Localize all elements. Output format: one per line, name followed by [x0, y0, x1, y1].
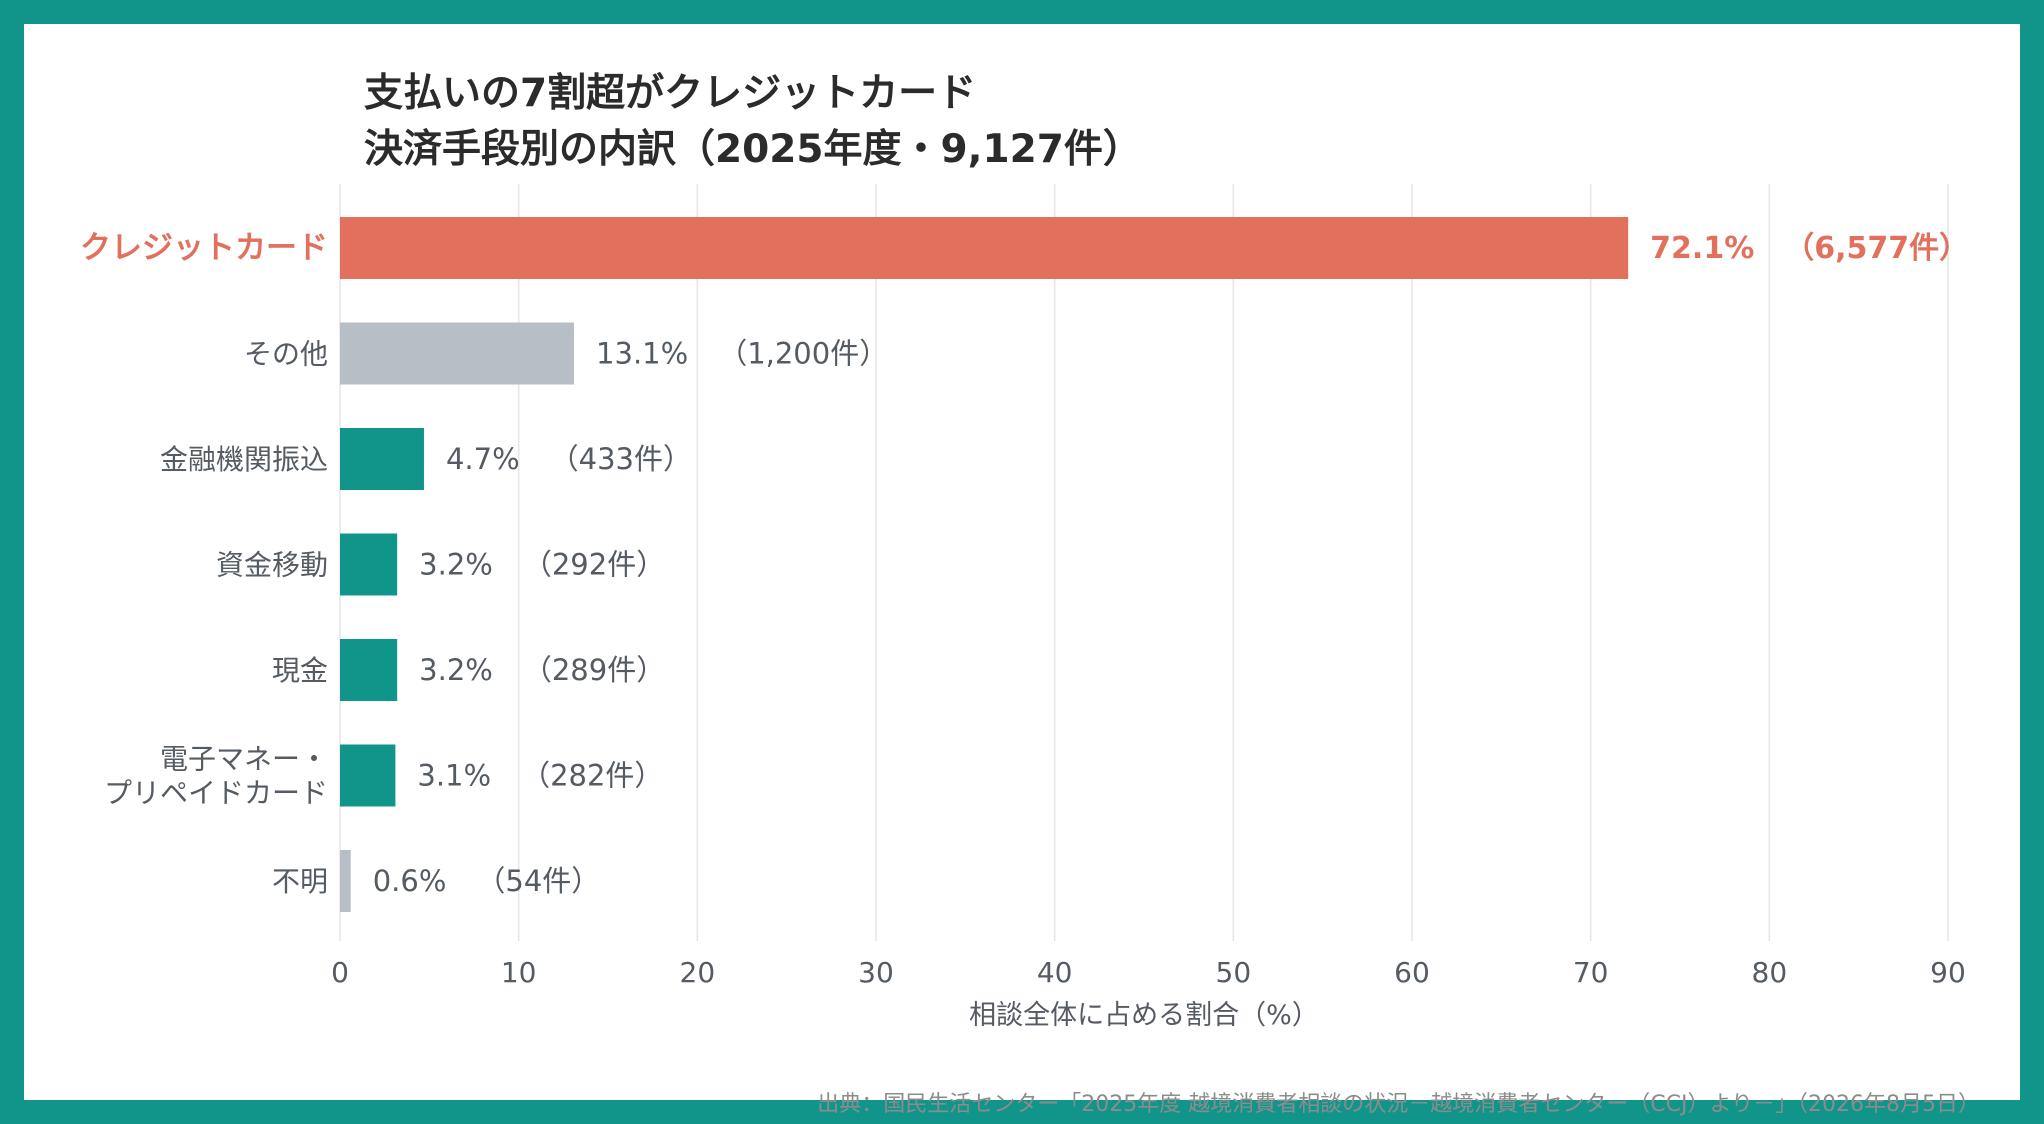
x-tick-label: 0	[331, 956, 349, 989]
bar-chart: 0 10 20 30 40 50 60 70 80 90 相談全体に占める割合（%） クレジットカード…	[80, 184, 1969, 1031]
value-label: 72.1%	[1650, 231, 1754, 266]
source-note: 出典：国民生活センター「2025年度 越境消費者相談の状況－越境消費者センター（…	[817, 1092, 1980, 1117]
bar	[340, 322, 575, 385]
category-label: 金融機関振込	[160, 443, 328, 476]
value-label: 13.1%	[596, 337, 688, 371]
x-tick-label: 20	[680, 956, 716, 989]
x-tick-label: 40	[1037, 956, 1073, 989]
bar	[340, 744, 396, 807]
category-label: 電子マネー・	[160, 743, 328, 776]
x-axis-label: 相談全体に占める割合（%）	[969, 1000, 1319, 1031]
bar	[340, 428, 424, 490]
value-label: 3.2%	[419, 548, 493, 582]
title-line-1: 支払いの7割超がクレジットカード	[364, 71, 977, 116]
category-label: その他	[244, 338, 328, 371]
count-label: （1,200件）	[718, 337, 888, 371]
value-label: 3.1%	[417, 759, 491, 793]
bar	[340, 639, 398, 701]
count-label: （6,577件）	[1784, 231, 1969, 266]
chart-card: 支払いの7割超がクレジットカード 決済手段別の内訳（2025年度・9,127件）…	[24, 24, 2020, 1117]
category-label: 現金	[272, 654, 328, 687]
count-label: （292件）	[523, 548, 665, 582]
chart-title: 支払いの7割超がクレジットカード 決済手段別の内訳（2025年度・9,127件）	[364, 66, 1142, 178]
x-tick-label: 50	[1216, 956, 1252, 989]
title-line-2: 決済手段別の内訳（2025年度・9,127件）	[364, 127, 1142, 172]
x-tick-label: 10	[501, 956, 537, 989]
count-label: （282件）	[521, 759, 663, 793]
category-label: 不明	[272, 865, 328, 898]
category-label: クレジットカード	[80, 230, 328, 266]
x-tick-label: 90	[1930, 956, 1966, 989]
bar	[340, 217, 1629, 279]
value-label: 0.6%	[373, 864, 447, 898]
x-tick-label: 60	[1394, 956, 1430, 989]
x-tick-label: 70	[1573, 956, 1609, 989]
value-label: 3.2%	[419, 653, 493, 687]
bar	[340, 850, 351, 912]
category-label: 資金移動	[216, 549, 328, 582]
category-label: プリペイドカード	[104, 777, 328, 810]
bar	[340, 533, 398, 596]
count-label: （54件）	[476, 864, 600, 898]
count-label: （289件）	[523, 653, 665, 687]
value-label: 4.7%	[446, 442, 520, 476]
x-tick-label: 80	[1752, 956, 1788, 989]
x-tick-label: 30	[858, 956, 894, 989]
count-label: （433件）	[550, 442, 692, 476]
